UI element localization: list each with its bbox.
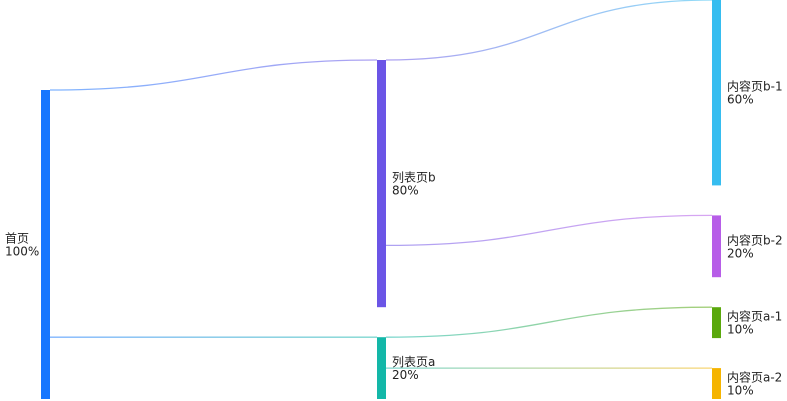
node-list_b xyxy=(377,60,386,308)
node-list_a xyxy=(377,337,386,399)
node-content_a1 xyxy=(712,307,721,339)
links-layer xyxy=(49,0,713,369)
link-list_b-content_b1 xyxy=(385,0,713,61)
node-label-content_a1: 内容页a-1 xyxy=(727,309,782,324)
node-percent-content_a1: 10% xyxy=(727,323,754,337)
node-content_a2 xyxy=(712,368,721,399)
link-list_a-content_a1 xyxy=(385,306,713,338)
labels-layer: 首页100%列表页b80%列表页a20%内容页b-160%内容页b-220%内容… xyxy=(5,79,783,398)
node-label-content_a2: 内容页a-2 xyxy=(727,370,782,385)
node-label-content_b2: 内容页b-2 xyxy=(727,232,783,247)
node-percent-content_b2: 20% xyxy=(727,246,754,260)
node-label-list_b: 列表页b xyxy=(392,171,436,185)
node-label-home: 首页 xyxy=(5,232,29,246)
node-percent-home: 100% xyxy=(5,245,39,259)
node-label-list_a: 列表页a xyxy=(392,355,435,369)
link-list_b-content_b2 xyxy=(385,214,713,247)
node-percent-list_a: 20% xyxy=(392,368,419,382)
node-percent-content_a2: 10% xyxy=(727,384,754,398)
node-content_b1 xyxy=(712,0,721,186)
node-label-content_b1: 内容页b-1 xyxy=(727,79,783,94)
node-home xyxy=(41,90,50,399)
node-content_b2 xyxy=(712,215,721,278)
nodes-layer xyxy=(41,0,721,399)
node-percent-content_b1: 60% xyxy=(727,93,754,107)
link-home-list_b xyxy=(49,59,378,91)
node-percent-list_b: 80% xyxy=(392,184,419,198)
